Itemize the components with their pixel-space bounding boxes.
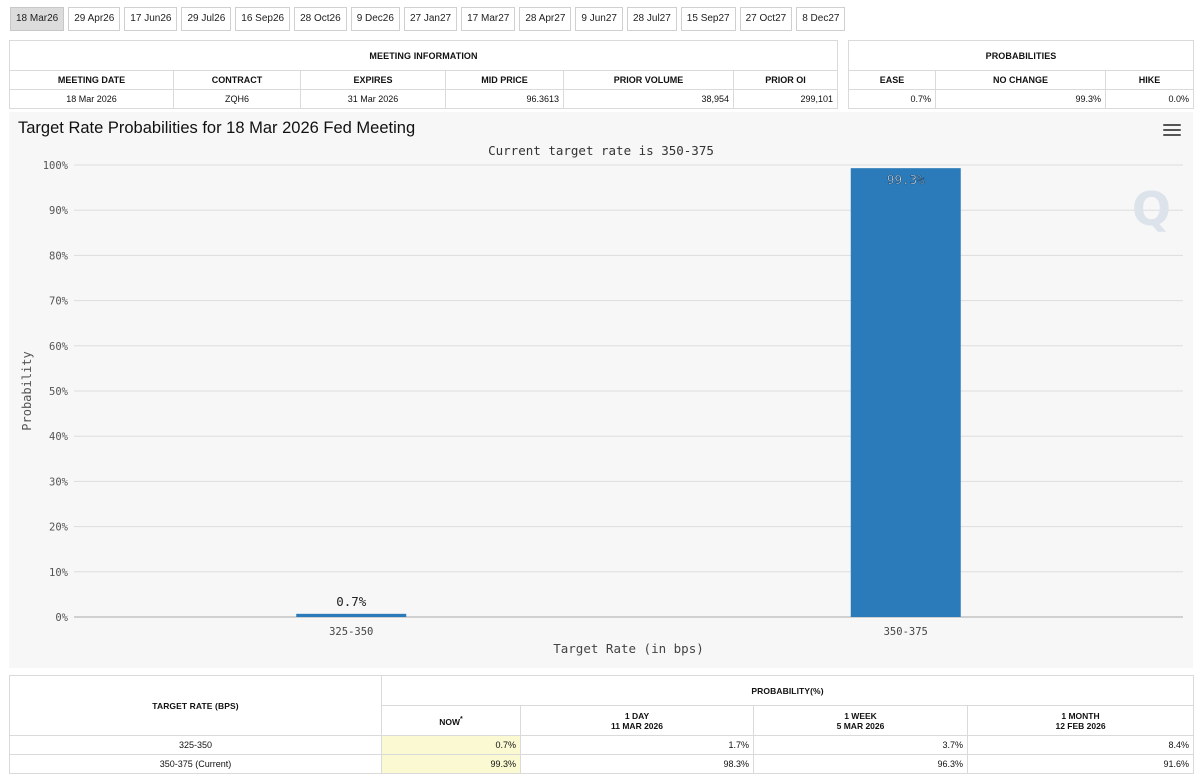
tab-meeting-9[interactable]: 17 Mar27 — [461, 7, 516, 31]
mid-price-value: 96.3613 — [445, 89, 564, 109]
now-value: 99.3% — [381, 754, 521, 774]
one-day-column-header: 1 DAY 11 MAR 2026 — [520, 705, 754, 736]
table-row: 325-350 0.7% 1.7% 3.7% 8.4% — [9, 735, 1195, 755]
x-axis-title: Target Rate (in bps) — [553, 641, 704, 656]
rate-label: 325-350 — [9, 735, 382, 755]
table-row: 350-375 (Current) 99.3% 98.3% 96.3% 91.6… — [9, 754, 1195, 774]
chart-plot-area: 0% 10% 20% 30% 40% 50% 60% 70% 80% 90% 100% Probabi… — [20, 160, 1183, 656]
tab-meeting-3[interactable]: 17 Jun26 — [124, 7, 178, 31]
probabilities-title: PROBABILITIES — [848, 40, 1194, 71]
no-change-header: NO CHANGE — [935, 70, 1106, 90]
tab-meeting-6[interactable]: 28 Oct26 — [294, 7, 347, 31]
contract-header: CONTRACT — [173, 70, 301, 90]
chart-title: Target Rate Probabilities for 18 Mar 202… — [18, 119, 416, 137]
now-column-header: NOW* — [381, 705, 521, 736]
target-rate-probability-table: TARGET RATE (BPS) PROBABILITY(%) NOW* 1 … — [9, 675, 1195, 774]
y-tick-label: 20% — [49, 522, 69, 534]
chart-subtitle: Current target rate is 350-375 — [488, 143, 714, 158]
prior-oi-value: 299,101 — [732, 89, 839, 109]
hamburger-menu-icon[interactable] — [1163, 124, 1181, 138]
meeting-date-tabs: 18 Mar26 29 Apr26 17 Jun26 29 Jul26 16 S… — [10, 7, 846, 31]
watermark-logo: Q — [1131, 182, 1171, 236]
tab-meeting-12[interactable]: 28 Jul27 — [626, 7, 677, 31]
x-tick-label: 350-375 — [884, 626, 928, 638]
one-week-value: 3.7% — [753, 735, 968, 755]
now-value: 0.7% — [381, 735, 521, 755]
one-week-value: 96.3% — [753, 754, 968, 774]
tab-meeting-15[interactable]: 8 Dec27 — [796, 7, 846, 31]
y-tick-label: 10% — [49, 567, 69, 579]
mid-price-header: MID PRICE — [445, 70, 564, 90]
one-week-column-header: 1 WEEK 5 MAR 2026 — [753, 705, 968, 736]
bar — [296, 613, 407, 617]
y-axis-title: Probability — [20, 351, 34, 430]
contract-value: ZQH6 — [173, 89, 301, 109]
probabilities-table: PROBABILITIES EASE NO CHANGE HIKE 0.7% 9… — [848, 40, 1194, 109]
tab-meeting-11[interactable]: 9 Jun27 — [575, 7, 623, 31]
ease-value: 0.7% — [848, 89, 936, 109]
prior-volume-header: PRIOR VOLUME — [563, 70, 734, 90]
tab-meeting-7[interactable]: 9 Dec26 — [350, 7, 400, 31]
prior-volume-value: 38,954 — [563, 89, 734, 109]
tab-meeting-14[interactable]: 27 Oct27 — [739, 7, 793, 31]
hike-value: 0.0% — [1105, 89, 1194, 109]
meeting-date-value: 18 Mar 2026 — [9, 89, 174, 109]
probability-header: PROBABILITY(%) — [380, 675, 1195, 706]
one-month-value: 8.4% — [966, 735, 1195, 755]
y-tick-label: 0% — [55, 612, 68, 624]
y-tick-label: 40% — [49, 431, 69, 443]
data-label: 0.7% — [336, 594, 367, 609]
tab-meeting-8[interactable]: 27 Jan27 — [403, 7, 458, 31]
meeting-date-header: MEETING DATE — [9, 70, 174, 90]
y-tick-label: 100% — [43, 160, 69, 172]
one-day-value: 1.7% — [520, 735, 754, 755]
one-month-value: 91.6% — [966, 754, 1195, 774]
hike-header: HIKE — [1105, 70, 1194, 90]
tab-meeting-4[interactable]: 29 Jul26 — [181, 7, 232, 31]
data-label: 99.3% — [887, 172, 925, 187]
expires-value: 31 Mar 2026 — [300, 89, 446, 109]
y-tick-label: 70% — [49, 296, 69, 308]
y-tick-label: 30% — [49, 476, 69, 488]
meeting-information-table: MEETING INFORMATION MEETING DATE CONTRAC… — [8, 40, 839, 109]
one-day-value: 98.3% — [520, 754, 754, 774]
tab-meeting-13[interactable]: 15 Sep27 — [680, 7, 736, 31]
target-rate-chart: 0% 10% 20% 30% 40% 50% 60% 70% 80% 90% 100% Probabi… — [9, 112, 1193, 668]
target-rate-header: TARGET RATE (BPS) — [9, 675, 382, 736]
bar — [850, 168, 961, 617]
tab-meeting-5[interactable]: 16 Sep26 — [235, 7, 291, 31]
one-month-column-header: 1 MONTH 12 FEB 2026 — [966, 705, 1195, 736]
tab-meeting-1[interactable]: 18 Mar26 — [10, 7, 65, 31]
y-tick-label: 90% — [49, 205, 69, 217]
prior-oi-header: PRIOR OI — [732, 70, 839, 90]
tab-meeting-2[interactable]: 29 Apr26 — [68, 7, 121, 31]
meeting-information-title: MEETING INFORMATION — [8, 40, 839, 71]
rate-label: 350-375 (Current) — [9, 754, 382, 774]
no-change-value: 99.3% — [935, 89, 1106, 109]
y-tick-label: 50% — [49, 386, 69, 398]
y-tick-label: 60% — [49, 341, 69, 353]
tab-meeting-10[interactable]: 28 Apr27 — [519, 7, 572, 31]
ease-header: EASE — [848, 70, 936, 90]
expires-header: EXPIRES — [300, 70, 446, 90]
y-tick-label: 80% — [49, 250, 69, 262]
x-tick-label: 325-350 — [329, 626, 373, 638]
